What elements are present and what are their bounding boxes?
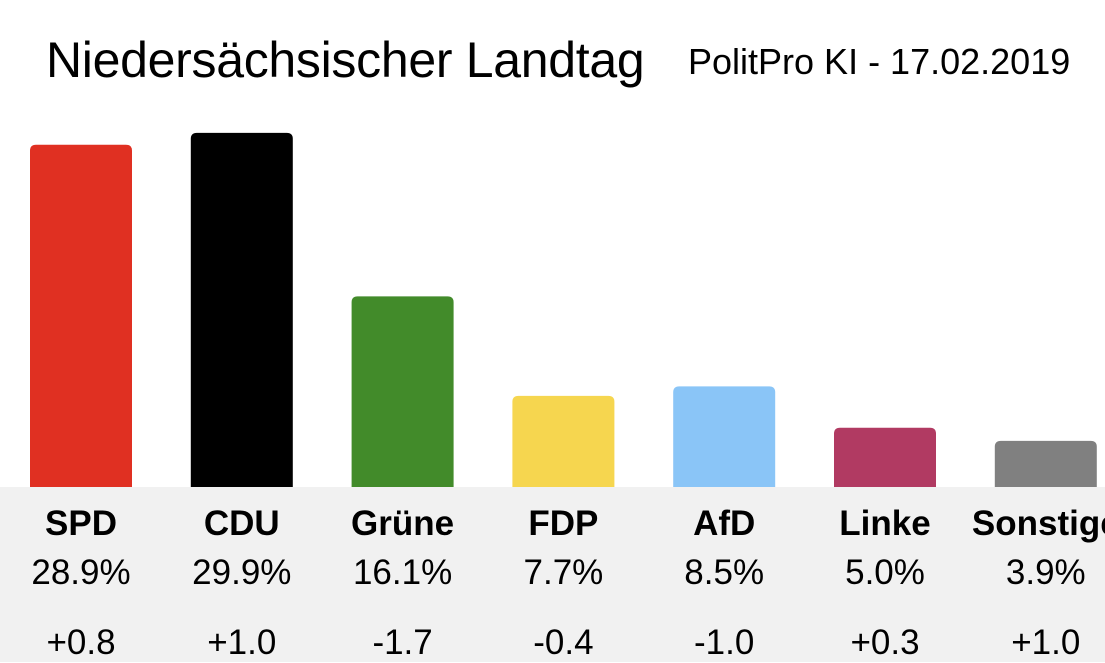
bar-linke — [834, 427, 936, 487]
bar-fdp — [512, 395, 615, 487]
party-percentage-label: 29.9% — [192, 553, 292, 592]
party-percentage-label: 28.9% — [31, 553, 131, 592]
party-percentage-label: 3.9% — [1005, 553, 1086, 592]
party-percentage-label: 5.0% — [845, 553, 925, 592]
chart-subtitle: PolitPro KI - 17.02.2019 — [688, 41, 1071, 82]
chart-header: Niedersächsischer Landtag PolitPro KI - … — [0, 0, 1105, 110]
party-name-label: CDU — [203, 504, 280, 543]
party-change-label: -0.4 — [533, 623, 594, 662]
party-change-label: +1.0 — [207, 623, 277, 662]
party-results-panel — [0, 487, 1105, 662]
bar-sonstige — [994, 440, 1097, 487]
party-change-label: +0.8 — [46, 623, 116, 662]
party-percentage-label: 8.5% — [684, 553, 765, 592]
party-name-label: FDP — [528, 504, 599, 543]
party-name-label: Sonstige — [971, 504, 1105, 543]
bar-grne — [351, 296, 454, 487]
bar-spd — [30, 144, 132, 487]
party-name-label: SPD — [45, 504, 117, 543]
party-name-label: Linke — [839, 504, 931, 543]
party-change-label: -1.0 — [694, 623, 755, 662]
party-percentage-label: 7.7% — [523, 553, 604, 592]
party-name-label: Grüne — [351, 504, 455, 543]
party-change-label: +0.3 — [850, 623, 920, 662]
party-percentage-label: 16.1% — [352, 553, 453, 592]
bar-afd — [673, 386, 776, 487]
party-name-label: AfD — [693, 504, 756, 543]
party-change-label: -1.7 — [372, 623, 433, 662]
chart-title: Niedersächsischer Landtag — [46, 32, 645, 88]
party-change-label: +1.0 — [1011, 623, 1081, 662]
bar-cdu — [190, 132, 293, 487]
